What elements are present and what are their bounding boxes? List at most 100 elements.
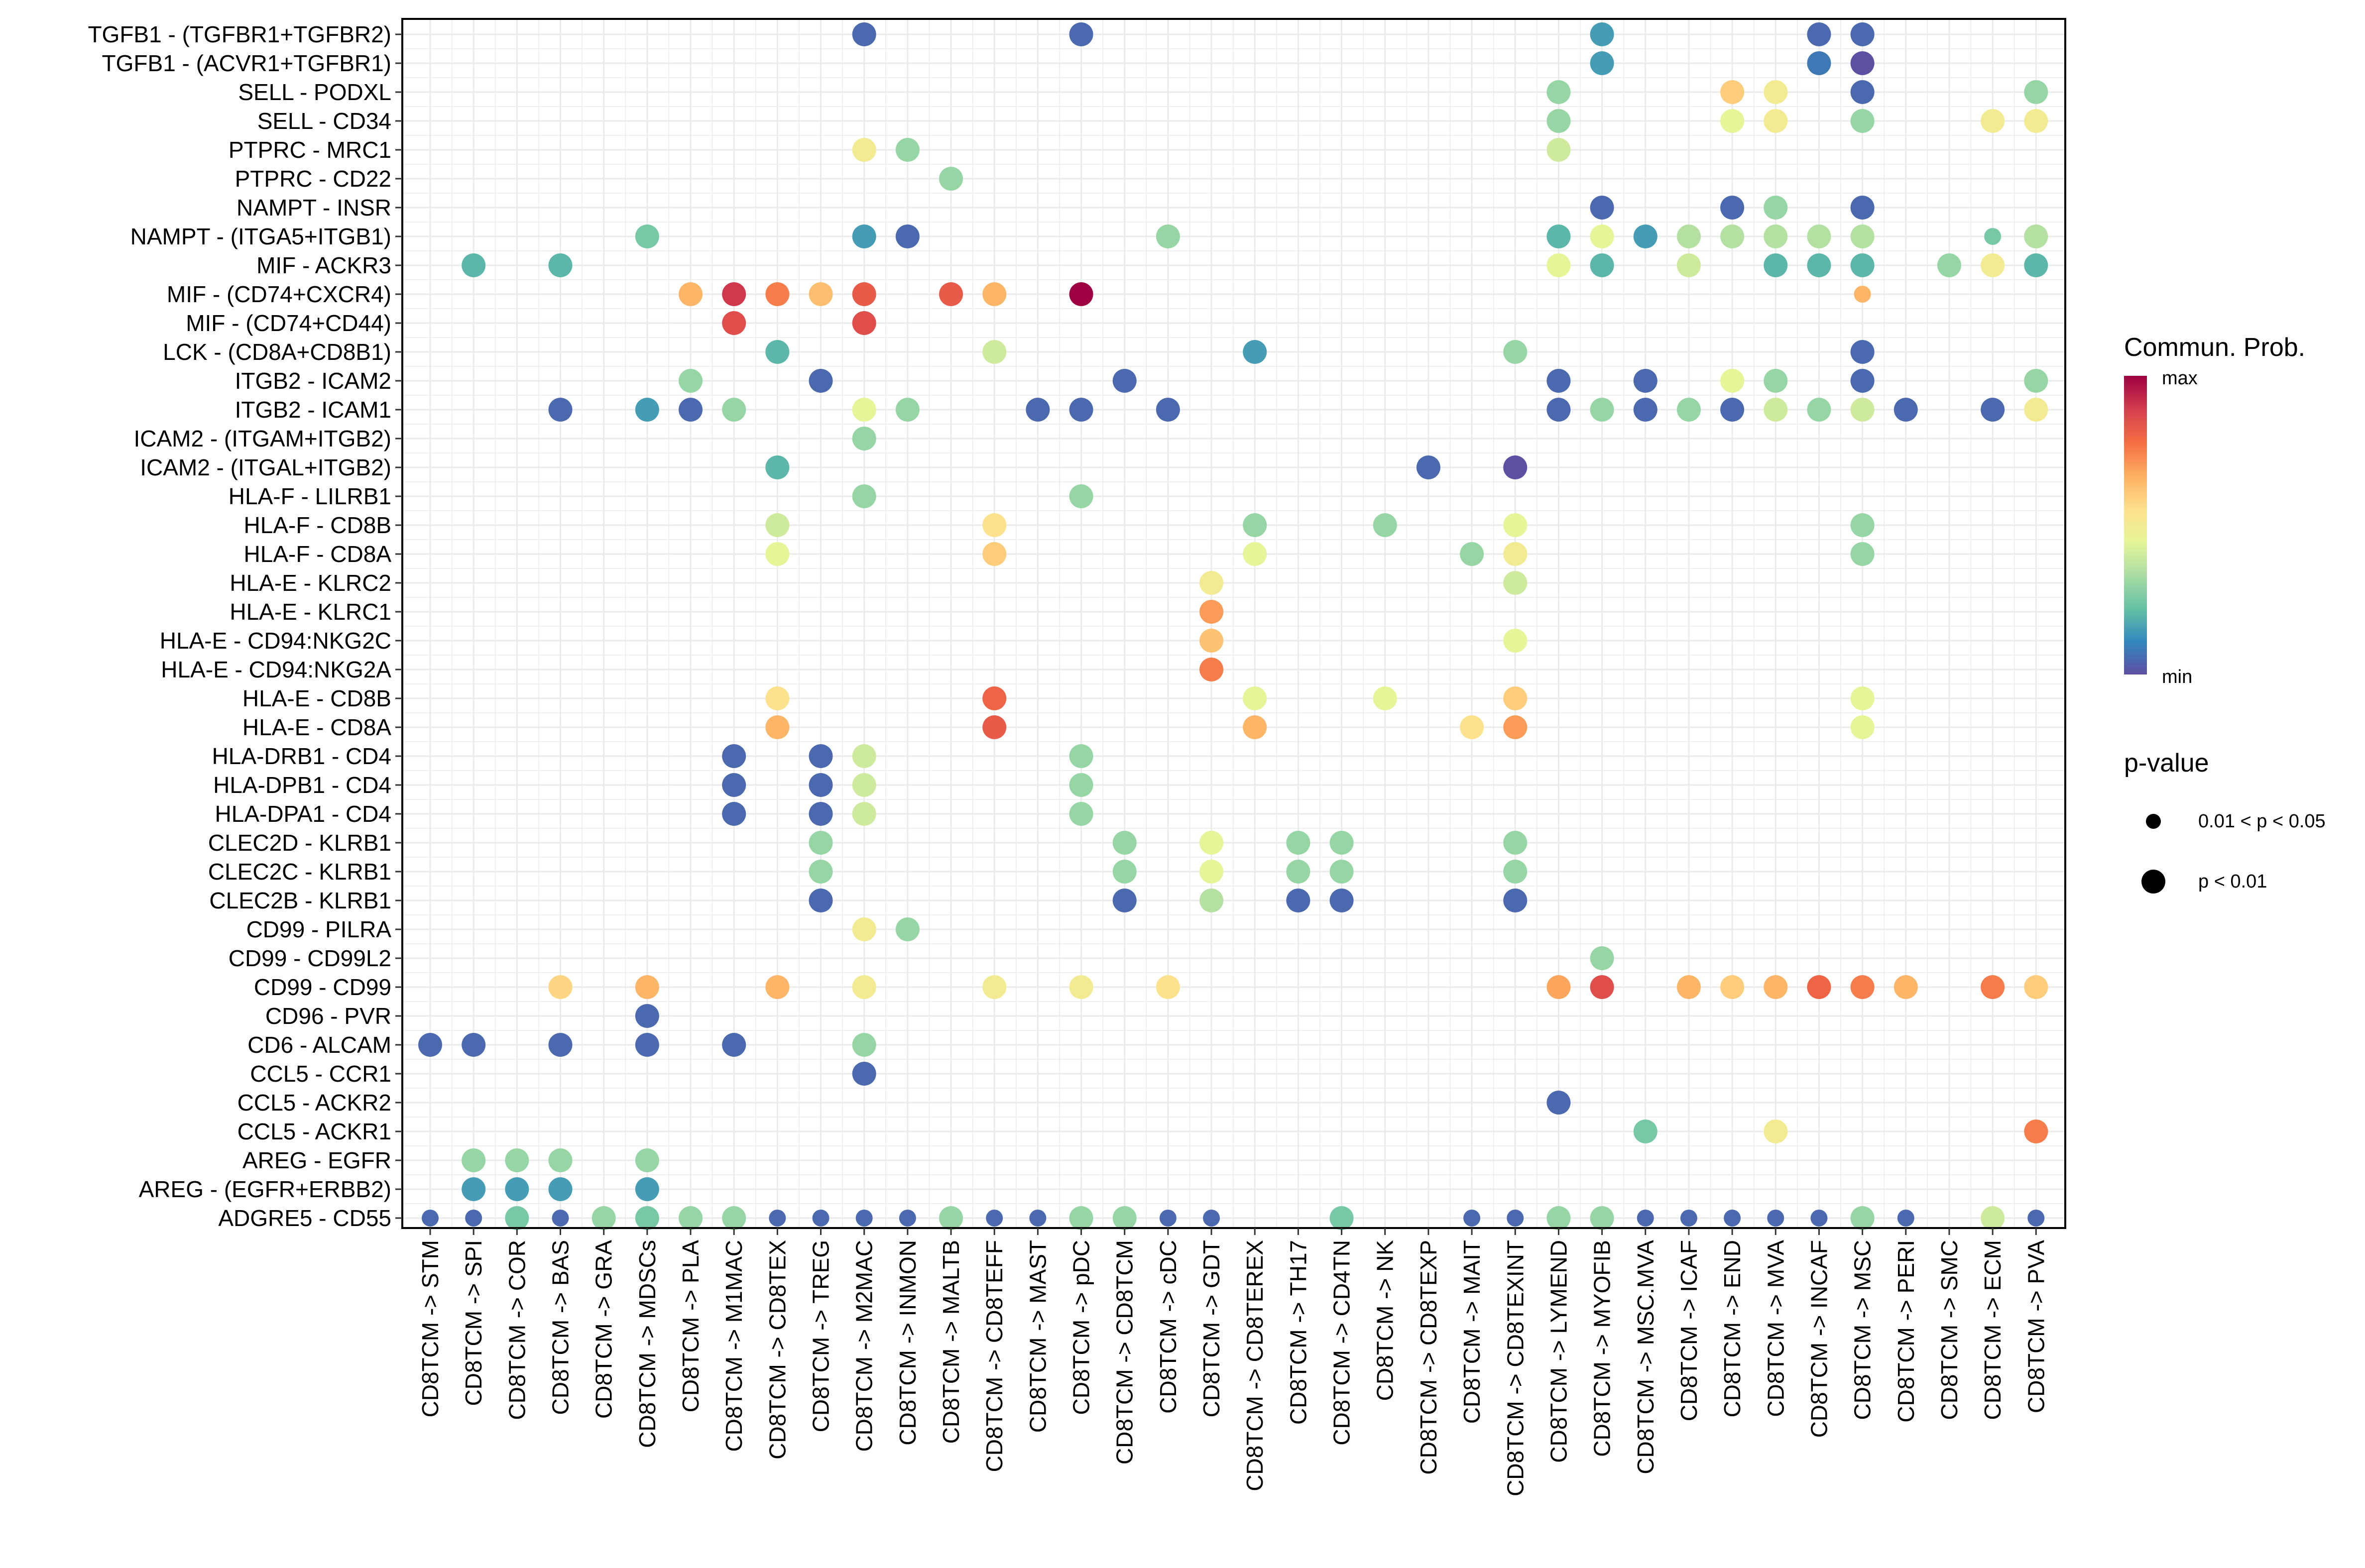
data-point: [1850, 22, 1875, 46]
data-point: [1199, 658, 1224, 681]
data-point: [1199, 860, 1224, 884]
y-tick-label: CLEC2D - KLRB1: [208, 830, 391, 856]
x-tick-label: CD8TCM -> TREG: [808, 1240, 834, 1432]
data-point: [1676, 975, 1701, 999]
y-axis-tick-labels: TGFB1 - (TGFBR1+TGFBR2) TGFB1 - (ACVR1+TG…: [88, 21, 402, 1231]
x-tick-label: CD8TCM -> CD4TN: [1329, 1240, 1355, 1446]
data-point: [462, 1177, 486, 1201]
data-point: [855, 1210, 873, 1227]
data-point: [548, 1033, 573, 1057]
data-point: [1850, 196, 1875, 220]
x-tick-label: CD8TCM -> COR: [504, 1240, 530, 1420]
data-point: [1981, 109, 2005, 133]
y-tick-label: CLEC2C - KLRB1: [208, 859, 391, 885]
y-tick-label: HLA-E - CD94:NKG2A: [161, 657, 391, 682]
data-point: [1850, 398, 1875, 422]
y-tick-label: HLA-DPB1 - CD4: [213, 772, 391, 798]
data-point: [1850, 51, 1875, 75]
data-point: [765, 455, 790, 479]
y-tick-label: SELL - PODXL: [238, 79, 391, 105]
data-point: [1590, 946, 1614, 970]
data-point: [1156, 224, 1180, 248]
data-point: [462, 1148, 486, 1172]
x-tick-label: CD8TCM -> SPI: [461, 1240, 486, 1406]
data-point: [635, 398, 659, 422]
data-point: [895, 398, 920, 422]
x-tick-label: CD8TCM -> MSC: [1850, 1240, 1876, 1420]
data-point: [1243, 686, 1267, 710]
data-point: [1503, 889, 1528, 912]
data-point: [635, 1004, 659, 1028]
data-point: [982, 513, 1007, 537]
data-point: [2027, 1210, 2045, 1227]
data-point: [1026, 398, 1050, 422]
data-point: [635, 1148, 659, 1172]
data-point: [1807, 51, 1831, 75]
data-point: [1764, 109, 1788, 133]
data-point: [809, 889, 833, 912]
data-point: [1850, 975, 1875, 999]
color-legend-title: Commun. Prob.: [2124, 333, 2305, 362]
data-point: [1720, 224, 1745, 248]
x-tick-label: CD8TCM -> GRA: [591, 1240, 617, 1419]
data-point: [1069, 773, 1093, 797]
data-point: [1243, 542, 1267, 566]
data-point: [1633, 224, 1657, 248]
data-point: [548, 1177, 573, 1201]
data-point: [765, 282, 790, 306]
data-point: [1503, 455, 1528, 479]
y-tick-label: AREG - (EGFR+ERBB2): [139, 1176, 391, 1202]
data-point: [1156, 975, 1180, 999]
data-point: [1590, 196, 1614, 220]
data-point: [982, 975, 1007, 999]
data-point: [2024, 109, 2048, 133]
data-point: [1503, 686, 1528, 710]
data-point: [552, 1210, 569, 1227]
x-tick-label: CD8TCM -> INCAF: [1806, 1240, 1832, 1438]
colorbar: [2124, 376, 2147, 674]
data-point: [982, 686, 1007, 710]
y-tick-label: CD99 - CD99L2: [229, 945, 391, 971]
data-point: [1069, 398, 1093, 422]
x-tick-label: CD8TCM -> INMON: [895, 1240, 921, 1446]
y-tick-label: HLA-E - CD8B: [242, 685, 391, 711]
data-point: [765, 340, 790, 364]
data-point: [1286, 889, 1310, 912]
x-tick-label: CD8TCM -> SMC: [1936, 1240, 1962, 1420]
data-point: [1112, 889, 1137, 912]
pvalue-legend-label-small: 0.01 < p < 0.05: [2198, 811, 2326, 832]
y-tick-label: NAMPT - (ITGA5+ITGB1): [130, 224, 391, 249]
data-point: [1764, 975, 1788, 999]
data-point: [1637, 1210, 1654, 1227]
x-tick-label: CD8TCM -> GDT: [1198, 1240, 1224, 1418]
data-point: [765, 975, 790, 999]
data-point: [852, 773, 876, 797]
data-point: [1590, 51, 1614, 75]
data-point: [1850, 1206, 1875, 1230]
data-point: [1416, 455, 1440, 479]
data-point: [1203, 1210, 1220, 1227]
data-point: [809, 860, 833, 884]
data-point: [1373, 686, 1397, 710]
data-point: [2024, 224, 2048, 248]
data-point: [852, 802, 876, 826]
data-point: [1767, 1210, 1784, 1227]
y-tick-label: HLA-F - CD8B: [244, 512, 391, 538]
x-tick-label: CD8TCM -> NK: [1372, 1240, 1398, 1401]
data-point: [2024, 369, 2048, 393]
data-point: [852, 917, 876, 941]
x-axis-tick-labels: CD8TCM -> STM CD8TCM -> SPI CD8TCM -> COR C…: [417, 1228, 2049, 1496]
data-point: [462, 1033, 486, 1057]
y-tick-label: ADGRE5 - CD55: [218, 1205, 391, 1231]
y-tick-label: MIF - ACKR3: [256, 252, 391, 278]
data-point: [1069, 484, 1093, 508]
data-point: [809, 831, 833, 855]
y-tick-label: PTPRC - CD22: [235, 166, 391, 192]
data-point: [1981, 975, 2005, 999]
y-tick-label: TGFB1 - (ACVR1+TGFBR1): [102, 50, 391, 76]
data-point: [1286, 831, 1310, 855]
data-point: [1850, 715, 1875, 739]
grid-lines: [402, 19, 2065, 1228]
data-point: [852, 138, 876, 162]
data-point: [1633, 398, 1657, 422]
